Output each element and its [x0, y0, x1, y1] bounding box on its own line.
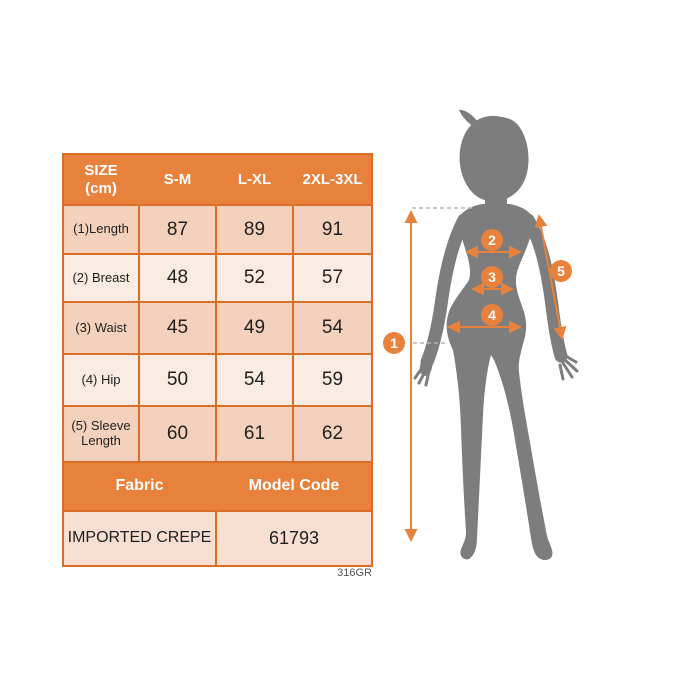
hip-l-xl: 54: [217, 355, 294, 407]
length-l-xl: 89: [217, 206, 294, 255]
marker-2-breast: 2: [481, 229, 503, 251]
model-code-value: 61793: [217, 512, 371, 565]
marker-5-sleeve: 5: [550, 260, 572, 282]
length-s-m: 87: [140, 206, 217, 255]
table-header-s-m: S-M: [140, 155, 217, 206]
waist-s-m: 45: [140, 303, 217, 355]
row-label-waist: (3) Waist: [64, 303, 140, 355]
model-code-header: Model Code: [217, 463, 371, 512]
size-table: SIZE (cm) S-M L-XL 2XL-3XL (1)Length 87 …: [62, 153, 373, 567]
fabric-header: Fabric: [64, 463, 217, 512]
measurement-figure: 1 2 3 4 5: [383, 109, 620, 585]
breast-2xl-3xl: 57: [294, 255, 371, 303]
product-code: 316GR: [337, 567, 372, 579]
table-header-l-xl: L-XL: [217, 155, 294, 206]
marker-3-waist: 3: [481, 266, 503, 288]
table-header-size-cm: SIZE (cm): [64, 155, 140, 206]
breast-l-xl: 52: [217, 255, 294, 303]
row-label-sleeve-length: (5) Sleeve Length: [64, 407, 140, 463]
sleeve-l-xl: 61: [217, 407, 294, 463]
hip-2xl-3xl: 59: [294, 355, 371, 407]
sleeve-s-m: 60: [140, 407, 217, 463]
woman-silhouette: [413, 109, 579, 561]
dashed-guide-lines: [412, 207, 475, 344]
sleeve-arrow: [534, 214, 567, 340]
marker-4-hip: 4: [481, 304, 503, 326]
length-2xl-3xl: 91: [294, 206, 371, 255]
row-label-hip: (4) Hip: [64, 355, 140, 407]
sleeve-2xl-3xl: 62: [294, 407, 371, 463]
measurement-arrows: [404, 210, 567, 542]
waist-l-xl: 49: [217, 303, 294, 355]
row-label-breast: (2) Breast: [64, 255, 140, 303]
table-header-2xl-3xl: 2XL-3XL: [294, 155, 371, 206]
row-label-length: (1)Length: [64, 206, 140, 255]
waist-2xl-3xl: 54: [294, 303, 371, 355]
body-silhouette-diagram: [404, 109, 579, 561]
hip-s-m: 50: [140, 355, 217, 407]
breast-s-m: 48: [140, 255, 217, 303]
fabric-value: IMPORTED CREPE: [64, 512, 217, 565]
marker-1-length: 1: [383, 332, 405, 354]
